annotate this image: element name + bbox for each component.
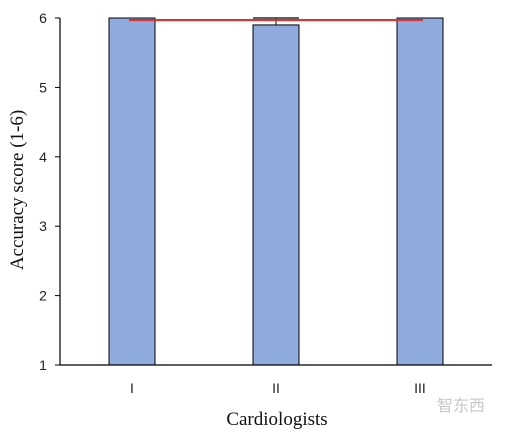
y-tick-label-1: 1 (39, 357, 47, 373)
bar-iii (396, 17, 444, 366)
x-tick-label-iii: III (414, 380, 426, 396)
bars-layer (108, 17, 444, 366)
x-tick-label-ii: II (272, 380, 280, 396)
bar-i (108, 17, 156, 366)
y-tick-label-3: 3 (39, 218, 47, 234)
y-tick-label-5: 5 (39, 79, 47, 95)
axes-layer (55, 17, 492, 366)
bar-ii (252, 24, 300, 366)
y-tick-label-6: 6 (39, 10, 47, 26)
y-tick-label-2: 2 (39, 288, 47, 304)
y-axis-title: Accuracy score (1-6) (7, 110, 28, 270)
x-tick-label-i: I (130, 380, 134, 396)
x-axis-title: Cardiologists (226, 409, 327, 430)
watermark-text: 智东西 (437, 396, 485, 415)
y-tick-label-4: 4 (39, 149, 47, 165)
